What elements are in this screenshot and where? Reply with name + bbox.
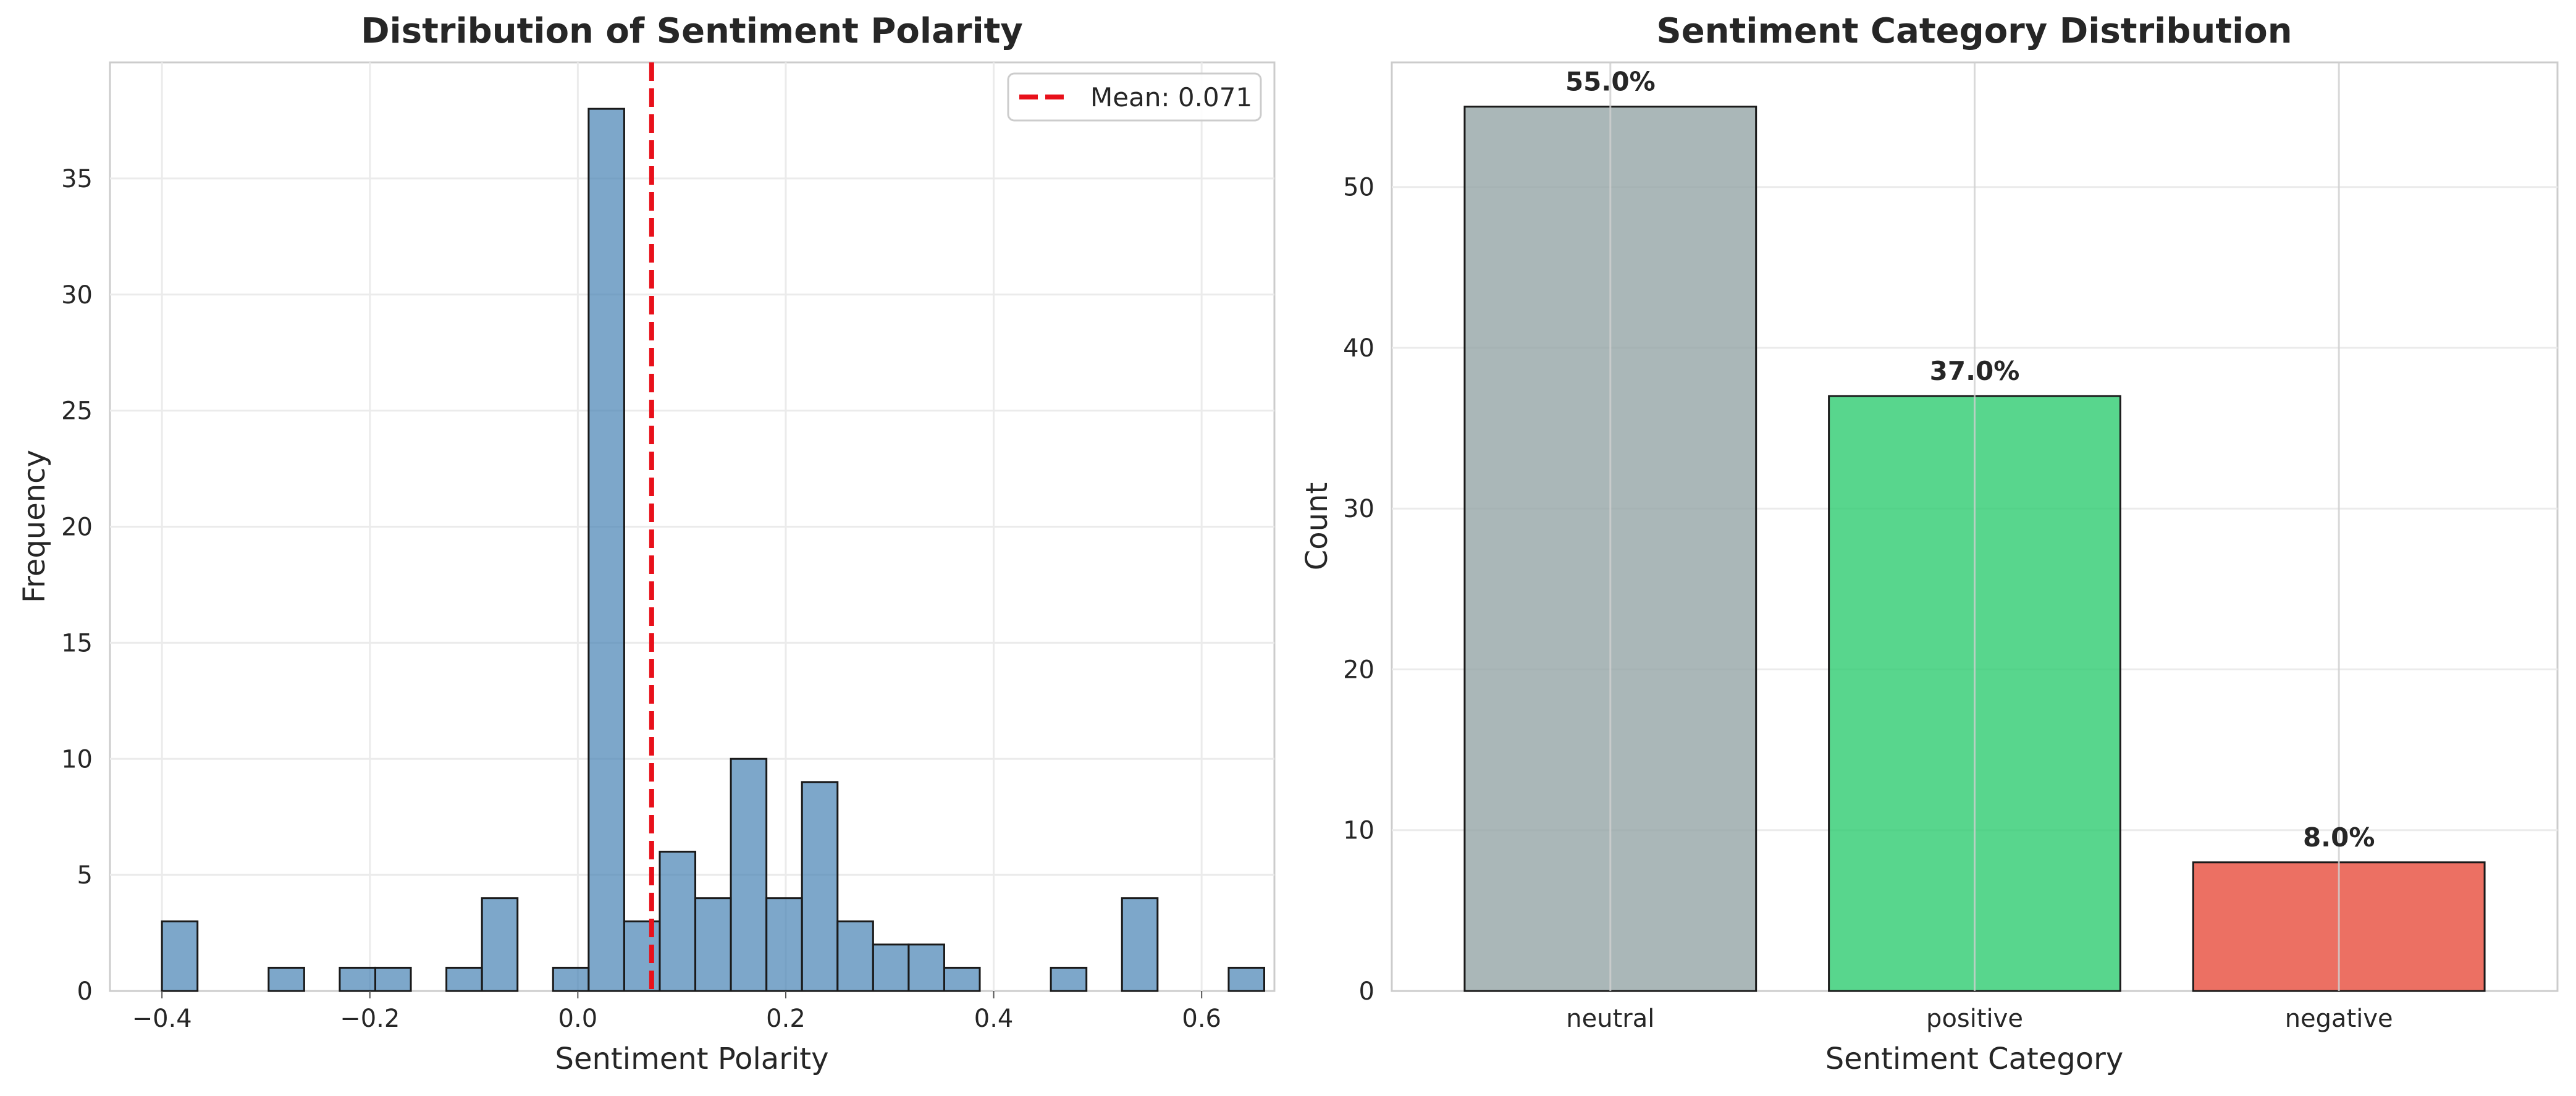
histogram-bar — [445, 966, 483, 992]
y-tick-label: 20 — [61, 513, 93, 542]
bar-chart-data-labels: 55.0% 37.0% 8.0% — [1565, 67, 2375, 853]
histogram-x-ticks: −0.4 −0.2 0.0 0.2 0.4 0.6 — [132, 991, 1221, 1033]
histogram-bar — [694, 897, 732, 992]
y-tick-label: 5 — [77, 861, 93, 890]
y-tick-label: 30 — [1343, 495, 1374, 523]
y-tick-label: 50 — [1343, 174, 1374, 202]
histogram-bar — [552, 966, 590, 992]
histogram-bar — [907, 943, 945, 992]
legend-mean-label: Mean: 0.071 — [1090, 82, 1252, 112]
y-tick-label: 10 — [61, 745, 93, 774]
histogram-y-ticks: 0 5 10 15 20 25 30 35 — [61, 165, 93, 1006]
histogram-bar — [1050, 966, 1088, 992]
histogram-bars — [161, 107, 1266, 992]
bar-chart-y-axis-label: Count — [1300, 483, 1334, 571]
histogram-y-axis-label: Frequency — [17, 450, 52, 603]
x-tick-label: −0.2 — [340, 1005, 400, 1033]
y-tick-label: 40 — [1343, 334, 1374, 363]
histogram-bar — [801, 781, 839, 992]
histogram-legend: Mean: 0.071 — [1007, 72, 1262, 122]
histogram-bar — [267, 966, 305, 992]
bar-data-label: 55.0% — [1565, 67, 1656, 97]
histogram-bar — [161, 920, 199, 992]
y-tick-label: 35 — [61, 165, 93, 193]
histogram-bar — [872, 943, 910, 992]
bar-chart-title: Sentiment Category Distribution — [1656, 11, 2292, 51]
histogram-bar — [1227, 966, 1266, 992]
histogram-title: Distribution of Sentiment Polarity — [361, 11, 1023, 51]
x-tick-label: 0.4 — [974, 1005, 1014, 1033]
y-tick-label: 10 — [1343, 817, 1374, 845]
y-tick-label: 25 — [61, 397, 93, 426]
y-tick-label: 15 — [61, 629, 93, 657]
x-tick-label: negative — [2285, 1005, 2393, 1033]
bar-chart-y-ticks: 0 10 20 30 40 50 — [1343, 174, 1374, 1006]
histogram-bar — [836, 920, 874, 992]
histogram-panel: −0.4 −0.2 0.0 0.2 0.4 0.6 0 5 10 15 20 25 30 35 Dist… — [17, 11, 1276, 1076]
histogram-gridlines — [110, 62, 1274, 991]
histogram-bar — [765, 897, 803, 992]
histogram-bar — [1121, 897, 1159, 992]
x-tick-label: 0.0 — [558, 1005, 598, 1033]
histogram-bar — [339, 966, 377, 992]
x-tick-label: −0.4 — [132, 1005, 192, 1033]
histogram-bar — [730, 757, 768, 992]
x-tick-label: positive — [1926, 1005, 2023, 1033]
histogram-x-axis-label: Sentiment Polarity — [555, 1042, 828, 1076]
bar-data-label: 8.0% — [2303, 822, 2375, 853]
y-tick-label: 20 — [1343, 655, 1374, 684]
histogram-bar — [481, 897, 519, 992]
bar-chart-panel: 55.0% 37.0% 8.0% neutral positive negative 0… — [1300, 11, 2559, 1076]
legend-box — [1007, 72, 1262, 122]
histogram-bar — [587, 107, 625, 992]
x-tick-label: 0.2 — [766, 1005, 806, 1033]
bar-chart-x-ticks: neutral positive negative — [1566, 1005, 2393, 1033]
x-tick-label: 0.6 — [1182, 1005, 1221, 1033]
bar-data-label: 37.0% — [1930, 356, 2020, 386]
histogram-bar — [623, 920, 661, 992]
histogram-bar — [659, 851, 697, 992]
histogram-bar — [943, 966, 981, 992]
histogram-bar — [374, 966, 412, 992]
y-tick-label: 0 — [1359, 977, 1374, 1006]
y-tick-label: 30 — [61, 281, 93, 310]
y-tick-label: 0 — [77, 977, 93, 1006]
x-tick-label: neutral — [1566, 1005, 1654, 1033]
bar-chart-x-axis-label: Sentiment Category — [1825, 1042, 2124, 1076]
